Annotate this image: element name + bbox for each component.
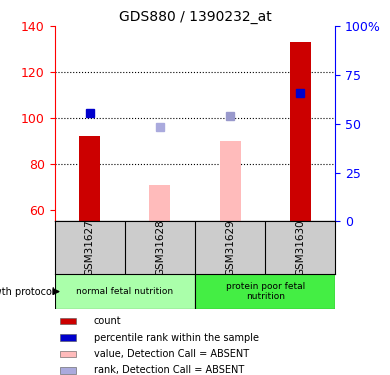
Text: value, Detection Call = ABSENT: value, Detection Call = ABSENT bbox=[94, 349, 249, 359]
Text: growth protocol: growth protocol bbox=[0, 286, 55, 297]
Text: GSM31630: GSM31630 bbox=[295, 219, 305, 276]
Text: GSM31629: GSM31629 bbox=[225, 219, 235, 276]
Bar bbox=[220, 141, 241, 221]
Bar bbox=[60, 318, 76, 324]
Bar bbox=[60, 351, 76, 357]
Bar bbox=[55, 274, 195, 309]
Bar bbox=[290, 42, 311, 221]
Text: percentile rank within the sample: percentile rank within the sample bbox=[94, 333, 259, 343]
Bar bbox=[60, 334, 76, 341]
Bar bbox=[195, 274, 335, 309]
Text: normal fetal nutrition: normal fetal nutrition bbox=[76, 287, 174, 296]
Text: GSM31628: GSM31628 bbox=[155, 219, 165, 276]
Text: GSM31627: GSM31627 bbox=[85, 219, 95, 276]
Bar bbox=[149, 184, 170, 221]
Text: rank, Detection Call = ABSENT: rank, Detection Call = ABSENT bbox=[94, 365, 244, 375]
Bar bbox=[79, 136, 100, 221]
Text: protein poor fetal
nutrition: protein poor fetal nutrition bbox=[225, 282, 305, 301]
Text: count: count bbox=[94, 316, 122, 326]
Bar bbox=[60, 367, 76, 374]
Title: GDS880 / 1390232_at: GDS880 / 1390232_at bbox=[119, 10, 271, 24]
